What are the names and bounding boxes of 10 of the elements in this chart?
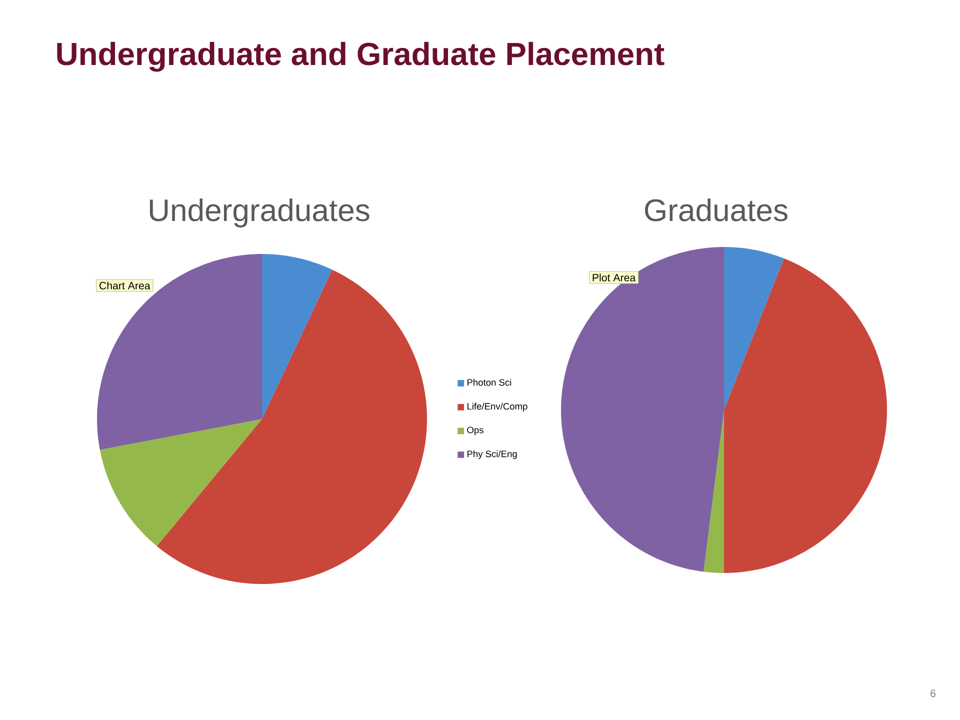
legend-label: Ops bbox=[467, 426, 484, 436]
text: Chart Area bbox=[99, 282, 150, 290]
legend-label: Photon Sci bbox=[467, 378, 512, 386]
chart-title: Undergraduate and Graduate Placement bbox=[57, 42, 664, 72]
text: 6 bbox=[930, 690, 936, 698]
chart-title: Graduates bbox=[645, 198, 788, 222]
legend-label: Phy Sci/Eng bbox=[467, 450, 517, 460]
text: Plot Area bbox=[592, 274, 636, 282]
legend-label: Life/Env/Comp bbox=[467, 402, 528, 412]
chart-subtitle: Undergraduates bbox=[150, 198, 370, 228]
